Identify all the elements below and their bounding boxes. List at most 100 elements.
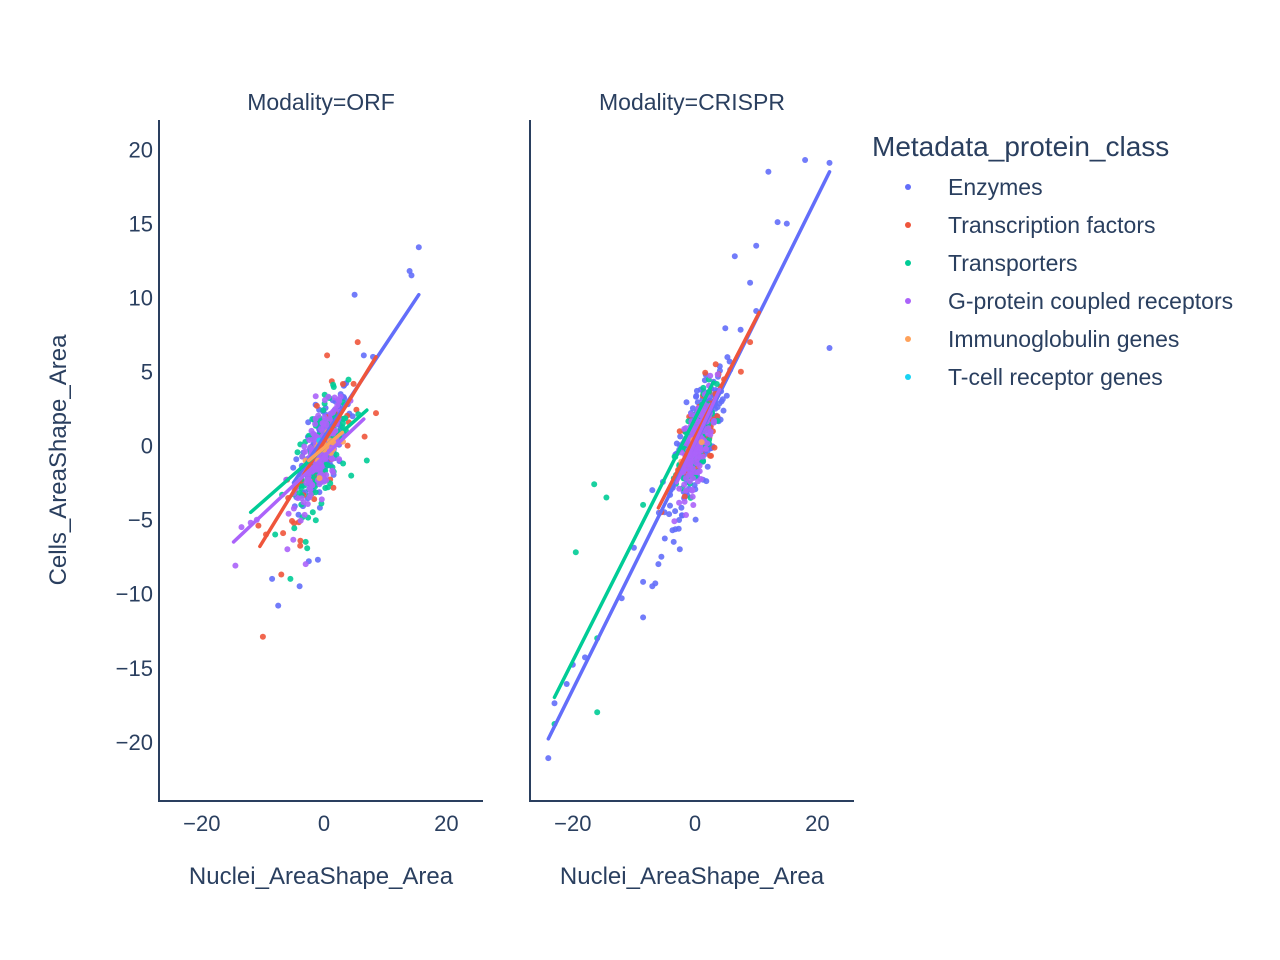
legend-label-transcription-factors: Transcription factors: [948, 212, 1156, 238]
point-enzymes: [693, 393, 699, 400]
point-g-protein-coupled-receptors: [285, 510, 292, 517]
point-transcription-factors: [676, 428, 683, 435]
point-enzymes: [640, 578, 647, 585]
point-transporters: [340, 460, 347, 467]
legend-label-transporters: Transporters: [948, 250, 1078, 276]
point-transporters: [325, 484, 331, 491]
point-g-protein-coupled-receptors: [321, 414, 328, 421]
legend-marker-enzymes: [905, 184, 911, 190]
point-enzymes: [415, 244, 422, 251]
point-transporters: [348, 472, 355, 479]
point-transporters: [304, 545, 311, 552]
point-g-protein-coupled-receptors: [327, 410, 334, 417]
point-g-protein-coupled-receptors: [312, 415, 319, 422]
point-transporters: [603, 494, 610, 501]
point-transporters: [363, 457, 370, 464]
y-tick-label: 5: [141, 360, 153, 385]
trendlines-crispr: [546, 170, 832, 741]
point-enzymes: [351, 291, 358, 298]
point-transporters: [312, 489, 319, 496]
point-enzymes: [314, 556, 321, 563]
point-transcription-factors: [313, 402, 320, 409]
point-transporters: [594, 709, 601, 716]
point-transporters: [572, 549, 579, 556]
point-g-protein-coupled-receptors: [290, 536, 297, 543]
point-transporters: [591, 481, 598, 488]
point-transcription-factors: [714, 413, 721, 420]
point-enzymes: [774, 219, 781, 226]
point-transporters: [330, 384, 337, 390]
scatter-points-orf: [232, 244, 422, 640]
point-enzymes: [723, 392, 730, 399]
point-transcription-factors: [278, 571, 285, 578]
point-transcription-factors: [280, 530, 287, 537]
x-tick-label: 20: [805, 811, 829, 836]
point-g-protein-coupled-receptors: [331, 394, 338, 401]
point-enzymes: [693, 387, 700, 394]
point-enzymes: [826, 159, 833, 166]
point-g-protein-coupled-receptors: [693, 460, 700, 467]
point-enzymes: [360, 352, 367, 359]
point-g-protein-coupled-receptors: [232, 562, 239, 569]
point-g-protein-coupled-receptors: [710, 419, 717, 426]
y-tick-label: −5: [128, 508, 153, 533]
point-g-protein-coupled-receptors: [304, 476, 311, 483]
point-transcription-factors: [712, 361, 719, 368]
point-enzymes: [677, 433, 684, 440]
point-g-protein-coupled-receptors: [690, 475, 696, 482]
point-transcription-factors: [702, 369, 709, 376]
point-g-protein-coupled-receptors: [336, 456, 343, 463]
point-g-protein-coupled-receptors: [312, 393, 319, 400]
point-transporters: [700, 458, 707, 465]
point-transporters: [287, 575, 294, 582]
point-g-protein-coupled-receptors: [318, 496, 325, 503]
point-enzymes: [658, 553, 665, 560]
x-tick-label: −20: [554, 811, 591, 836]
point-enzymes: [676, 546, 683, 553]
x-tick-label: 0: [689, 811, 701, 836]
point-g-protein-coupled-receptors: [309, 482, 316, 489]
point-transporters: [296, 489, 303, 496]
point-transporters: [713, 381, 720, 387]
point-enzymes: [666, 511, 673, 518]
point-g-protein-coupled-receptors: [302, 561, 309, 568]
point-enzymes: [640, 614, 647, 621]
point-enzymes: [802, 157, 809, 163]
point-g-protein-coupled-receptors: [671, 518, 678, 525]
point-g-protein-coupled-receptors: [312, 421, 319, 427]
point-enzymes: [722, 325, 729, 332]
point-g-protein-coupled-receptors: [707, 428, 714, 435]
point-enzymes: [269, 575, 276, 582]
point-enzymes: [720, 407, 727, 414]
trendline-transporters: [552, 380, 716, 700]
point-g-protein-coupled-receptors: [690, 502, 697, 508]
point-g-protein-coupled-receptors: [300, 499, 307, 506]
point-transcription-factors: [289, 518, 295, 524]
point-g-protein-coupled-receptors: [676, 485, 683, 492]
point-enzymes: [714, 404, 721, 411]
point-enzymes: [290, 464, 297, 471]
panel-title-crispr: Modality=CRISPR: [599, 89, 785, 115]
point-enzymes: [545, 755, 552, 762]
legend: Metadata_protein_class Enzymes Transcript…: [872, 131, 1233, 390]
point-g-protein-coupled-receptors: [334, 402, 341, 409]
point-enzymes: [563, 681, 570, 687]
point-g-protein-coupled-receptors: [689, 493, 696, 500]
point-transcription-factors: [255, 522, 262, 529]
panel-crispr: Modality=CRISPR −20 0 20 Nuclei_AreaShape_…: [529, 89, 854, 890]
point-transcription-factors: [297, 537, 304, 544]
point-enzymes: [683, 399, 690, 406]
point-transcription-factors: [259, 633, 266, 640]
legend-marker-transcription-factors: [905, 222, 911, 228]
x-ticks-orf: −20 0 20: [183, 811, 458, 836]
point-transporters: [345, 376, 352, 383]
point-enzymes: [669, 527, 676, 534]
point-transporters: [320, 407, 327, 414]
point-transcription-factors: [354, 339, 361, 346]
y-tick-label: −10: [116, 582, 153, 607]
y-axis-title: Cells_AreaShape_Area: [45, 334, 72, 585]
point-transporters: [640, 501, 647, 508]
point-transcription-factors: [681, 493, 688, 500]
y-tick-label: 15: [129, 212, 153, 237]
point-g-protein-coupled-receptors: [683, 487, 690, 494]
